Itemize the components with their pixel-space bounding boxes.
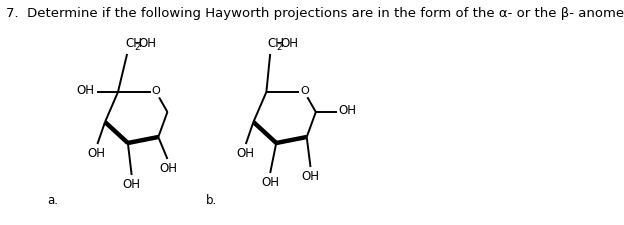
Text: b.: b. xyxy=(205,194,217,207)
Text: O: O xyxy=(300,86,309,96)
Text: OH: OH xyxy=(87,147,105,160)
Text: OH: OH xyxy=(236,147,254,160)
Text: OH: OH xyxy=(76,85,94,97)
Text: O: O xyxy=(152,86,160,96)
Text: 7.  Determine if the following Hayworth projections are in the form of the α- or: 7. Determine if the following Hayworth p… xyxy=(6,7,624,20)
Text: OH: OH xyxy=(159,162,177,175)
Text: OH: OH xyxy=(280,37,298,50)
Text: OH: OH xyxy=(339,104,357,117)
Text: 2: 2 xyxy=(276,43,282,52)
Text: OH: OH xyxy=(301,170,319,183)
Text: 2: 2 xyxy=(135,43,140,52)
Text: OH: OH xyxy=(123,178,140,191)
Text: OH: OH xyxy=(139,37,157,50)
Text: CH: CH xyxy=(267,37,284,50)
Text: OH: OH xyxy=(261,176,279,189)
Text: CH: CH xyxy=(125,37,142,50)
Text: a.: a. xyxy=(47,194,58,207)
